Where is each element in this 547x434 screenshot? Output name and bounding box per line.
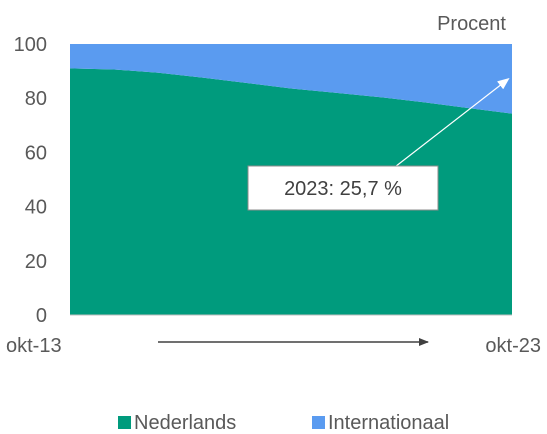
x-tick-label: okt-13 [6,335,62,357]
legend-label-internationaal: Internationaal [328,412,449,434]
legend: Nederlands Internationaal [118,412,449,434]
y-tick-label: 20 [25,251,47,273]
y-tick-label: 60 [25,142,47,164]
y-tick-label: 0 [36,305,47,327]
x-axis-ticks: okt-13 okt-23 [6,335,541,357]
annotation: 2023: 25,7 % [247,78,510,211]
y-tick-label: 40 [25,197,47,219]
y-tick-label: 100 [14,34,47,56]
y-tick-label: 80 [25,88,47,110]
x-tick-label: okt-23 [485,335,541,357]
annotation-box [247,165,439,211]
annotation-text: 2023: 25,7 % [284,178,402,200]
legend-swatch-nederlands [118,416,131,429]
legend-label-nederlands: Nederlands [134,412,236,434]
area-internationaal [70,44,512,114]
annotation-arrow [395,78,510,167]
y-axis-ticks: 0 20 40 60 80 100 [14,34,47,327]
legend-swatch-internationaal [312,416,325,429]
y-unit-label: Procent [437,13,506,35]
